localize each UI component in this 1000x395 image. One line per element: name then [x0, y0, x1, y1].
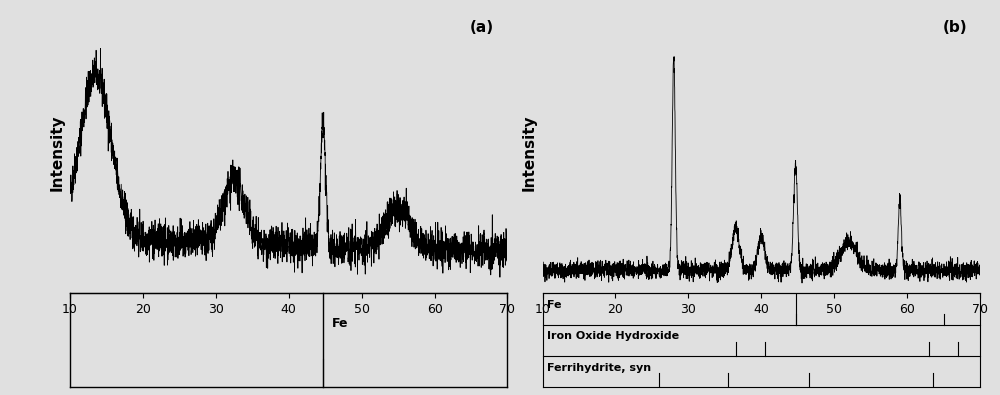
Text: Fe: Fe: [332, 317, 348, 330]
Text: Ferrihydrite, syn: Ferrihydrite, syn: [547, 363, 651, 373]
Text: Fe: Fe: [547, 300, 561, 310]
Y-axis label: Intensity: Intensity: [49, 114, 64, 191]
Text: (a): (a): [470, 20, 494, 35]
Text: (b): (b): [942, 20, 967, 35]
Y-axis label: Intensity: Intensity: [522, 114, 537, 191]
Text: Iron Oxide Hydroxide: Iron Oxide Hydroxide: [547, 331, 679, 341]
